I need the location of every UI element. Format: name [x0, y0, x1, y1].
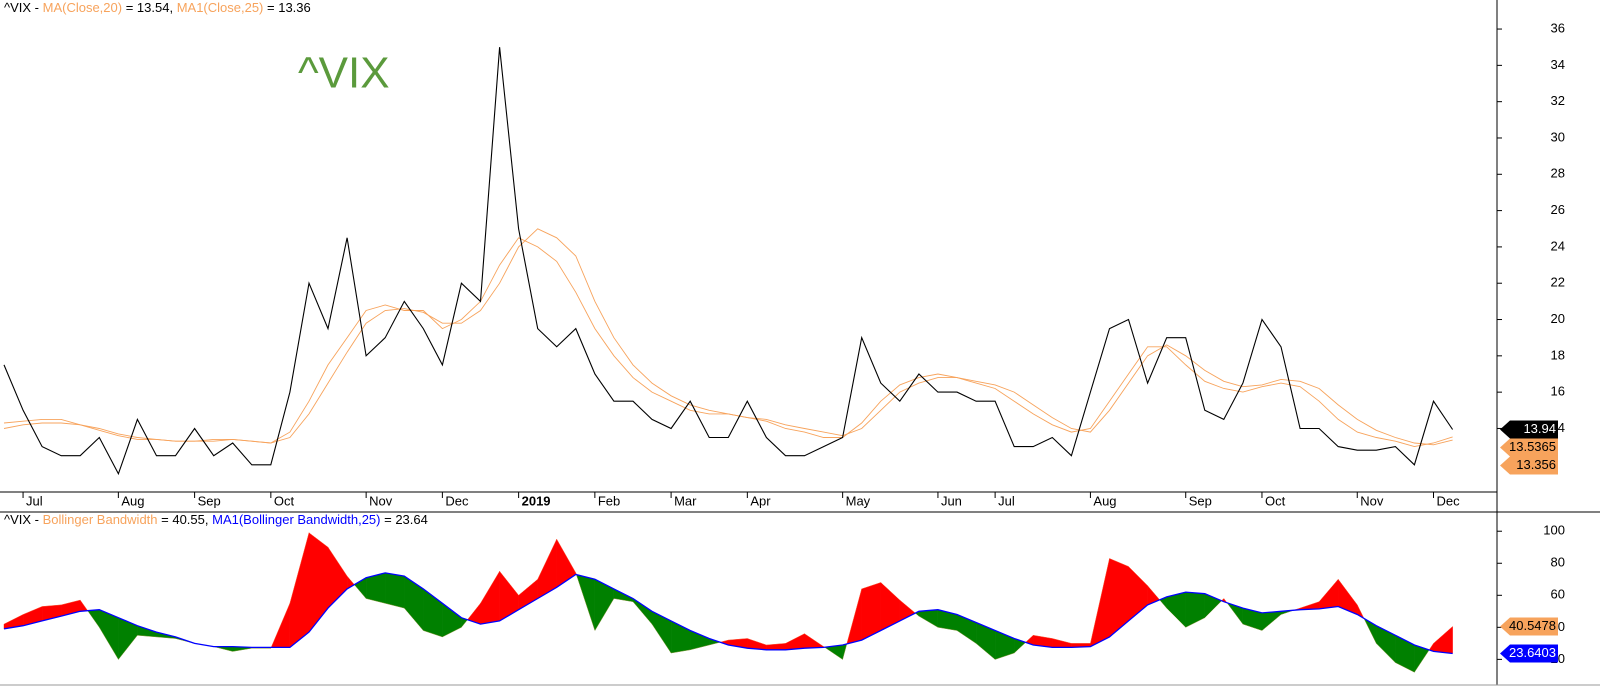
legend-sep: =	[381, 512, 396, 527]
x-tick-label: Feb	[598, 493, 620, 508]
value-box	[1500, 420, 1558, 439]
x-tick-label: Jul	[26, 493, 43, 508]
x-tick-label: Dec	[1437, 493, 1461, 508]
legend-value: 13.54	[137, 0, 170, 15]
watermark: ^VIX	[298, 49, 390, 98]
legend-name: Bollinger Bandwidth	[43, 512, 158, 527]
legend-name: MA(Close,20)	[43, 0, 122, 15]
legend-sep: =	[122, 0, 137, 15]
legend: ^VIX - Bollinger Bandwidth = 40.55, MA1(…	[4, 512, 428, 527]
legend-name: MA1(Bollinger Bandwidth,25)	[212, 512, 380, 527]
y-tick-label: 80	[1551, 555, 1565, 570]
value-box-label: 13.5365	[1509, 439, 1556, 454]
value-box-label: 13.356	[1516, 457, 1556, 472]
y-tick-label: 16	[1551, 384, 1565, 399]
value-box	[1500, 438, 1558, 457]
legend-value: 40.55	[172, 512, 205, 527]
band-fill	[385, 572, 405, 609]
y-tick-label: 30	[1551, 129, 1565, 144]
legend-prefix: ^VIX -	[4, 0, 43, 15]
value-box	[1500, 456, 1558, 475]
y-tick-label: 100	[1543, 523, 1565, 538]
legend-joiner: ,	[169, 0, 176, 15]
legend-joiner: ,	[205, 512, 212, 527]
legend-sep: =	[158, 512, 173, 527]
y-tick-label: 60	[1551, 587, 1565, 602]
bandwidth-line	[3, 532, 1453, 673]
x-tick-label: Sep	[1189, 493, 1212, 508]
y-tick-label: 18	[1551, 347, 1565, 362]
x-tick-label: May	[846, 493, 871, 508]
x-tick-label: 2019	[522, 493, 551, 508]
x-tick-label: Jun	[941, 493, 962, 508]
value-box	[1500, 617, 1558, 636]
x-tick-label: Aug	[1093, 493, 1116, 508]
y-tick-label: 28	[1551, 166, 1565, 181]
ma-line	[3, 572, 1453, 655]
legend-name: MA1(Close,25)	[177, 0, 264, 15]
x-tick-label: Oct	[274, 493, 295, 508]
value-box-label: 40.5478	[1509, 618, 1556, 633]
legend-value: 13.36	[278, 0, 311, 15]
legend-prefix: ^VIX -	[4, 512, 43, 527]
y-tick-label: 34	[1551, 57, 1565, 72]
y-tick-label: 24	[1551, 238, 1565, 253]
x-tick-label: Jul	[998, 493, 1015, 508]
x-tick-label: Apr	[750, 493, 771, 508]
y-tick-label: 26	[1551, 202, 1565, 217]
x-tick-label: Mar	[674, 493, 697, 508]
x-tick-label: Nov	[1360, 493, 1384, 508]
x-tick-label: Aug	[121, 493, 144, 508]
value-box	[1500, 644, 1558, 663]
x-tick-label: Sep	[198, 493, 221, 508]
y-tick-label: 32	[1551, 93, 1565, 108]
series-line	[3, 237, 1453, 448]
legend: ^VIX - MA(Close,20) = 13.54, MA1(Close,2…	[4, 0, 311, 15]
series-line	[3, 47, 1454, 476]
x-tick-label: Oct	[1265, 493, 1286, 508]
value-box-label: 13.94	[1523, 421, 1556, 436]
y-tick-label: 20	[1551, 311, 1565, 326]
legend-value: 23.64	[395, 512, 428, 527]
x-tick-label: Dec	[445, 493, 469, 508]
x-tick-label: Nov	[369, 493, 393, 508]
legend-sep: =	[263, 0, 278, 15]
y-tick-label: 36	[1551, 20, 1565, 35]
value-box-label: 23.6403	[1509, 645, 1556, 660]
y-tick-label: 22	[1551, 275, 1565, 290]
